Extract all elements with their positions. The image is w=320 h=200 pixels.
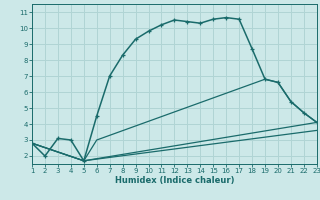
X-axis label: Humidex (Indice chaleur): Humidex (Indice chaleur): [115, 176, 234, 185]
